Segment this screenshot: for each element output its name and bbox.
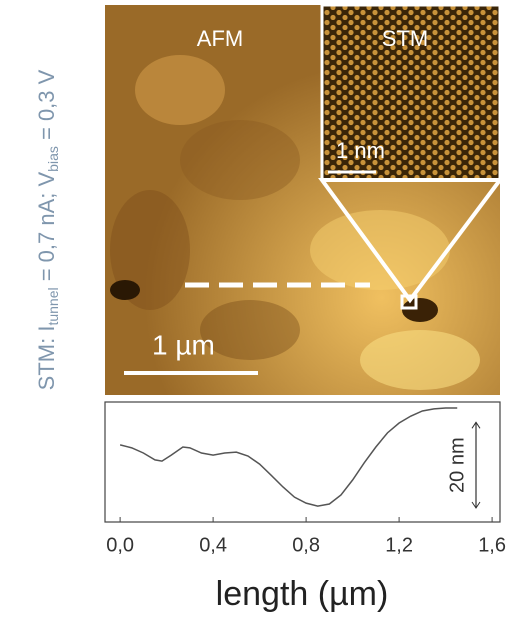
side-sub: bias [45,146,61,172]
scale-arrow [471,421,481,509]
scale-bar-label: 20 nm [446,437,468,493]
side-text: = 0,7 nA; V [34,171,59,287]
afm-label: AFM [197,26,243,51]
svg-text:STM: Itunnel = 0,7 nA; Vbias =: STM: Itunnel = 0,7 nA; Vbias = 0,3 V [34,69,61,390]
plot-frame [104,401,501,523]
x-tick-label: 1,6 [478,534,506,556]
stm-label: STM [382,26,428,51]
x-tick-label: 1,2 [385,534,413,556]
profile-line [119,407,458,507]
afm-scale-label: 1 µm [152,329,215,360]
side-sub: tunnel [45,287,61,325]
x-tick-label: 0,4 [199,534,227,556]
x-tick-label: 0,0 [106,534,134,556]
afm-image: AFM STM 1 nm 1 µm [105,3,504,395]
side-label: STM: Itunnel = 0,7 nA; Vbias = 0,3 V [34,69,61,390]
side-text: = 0,3 V [34,69,59,146]
x-tick-label: 0,8 [292,534,320,556]
stm-scale-label: 1 nm [336,138,385,163]
side-text: STM: I [34,326,59,391]
x-axis-label: length (µm) [216,575,389,613]
